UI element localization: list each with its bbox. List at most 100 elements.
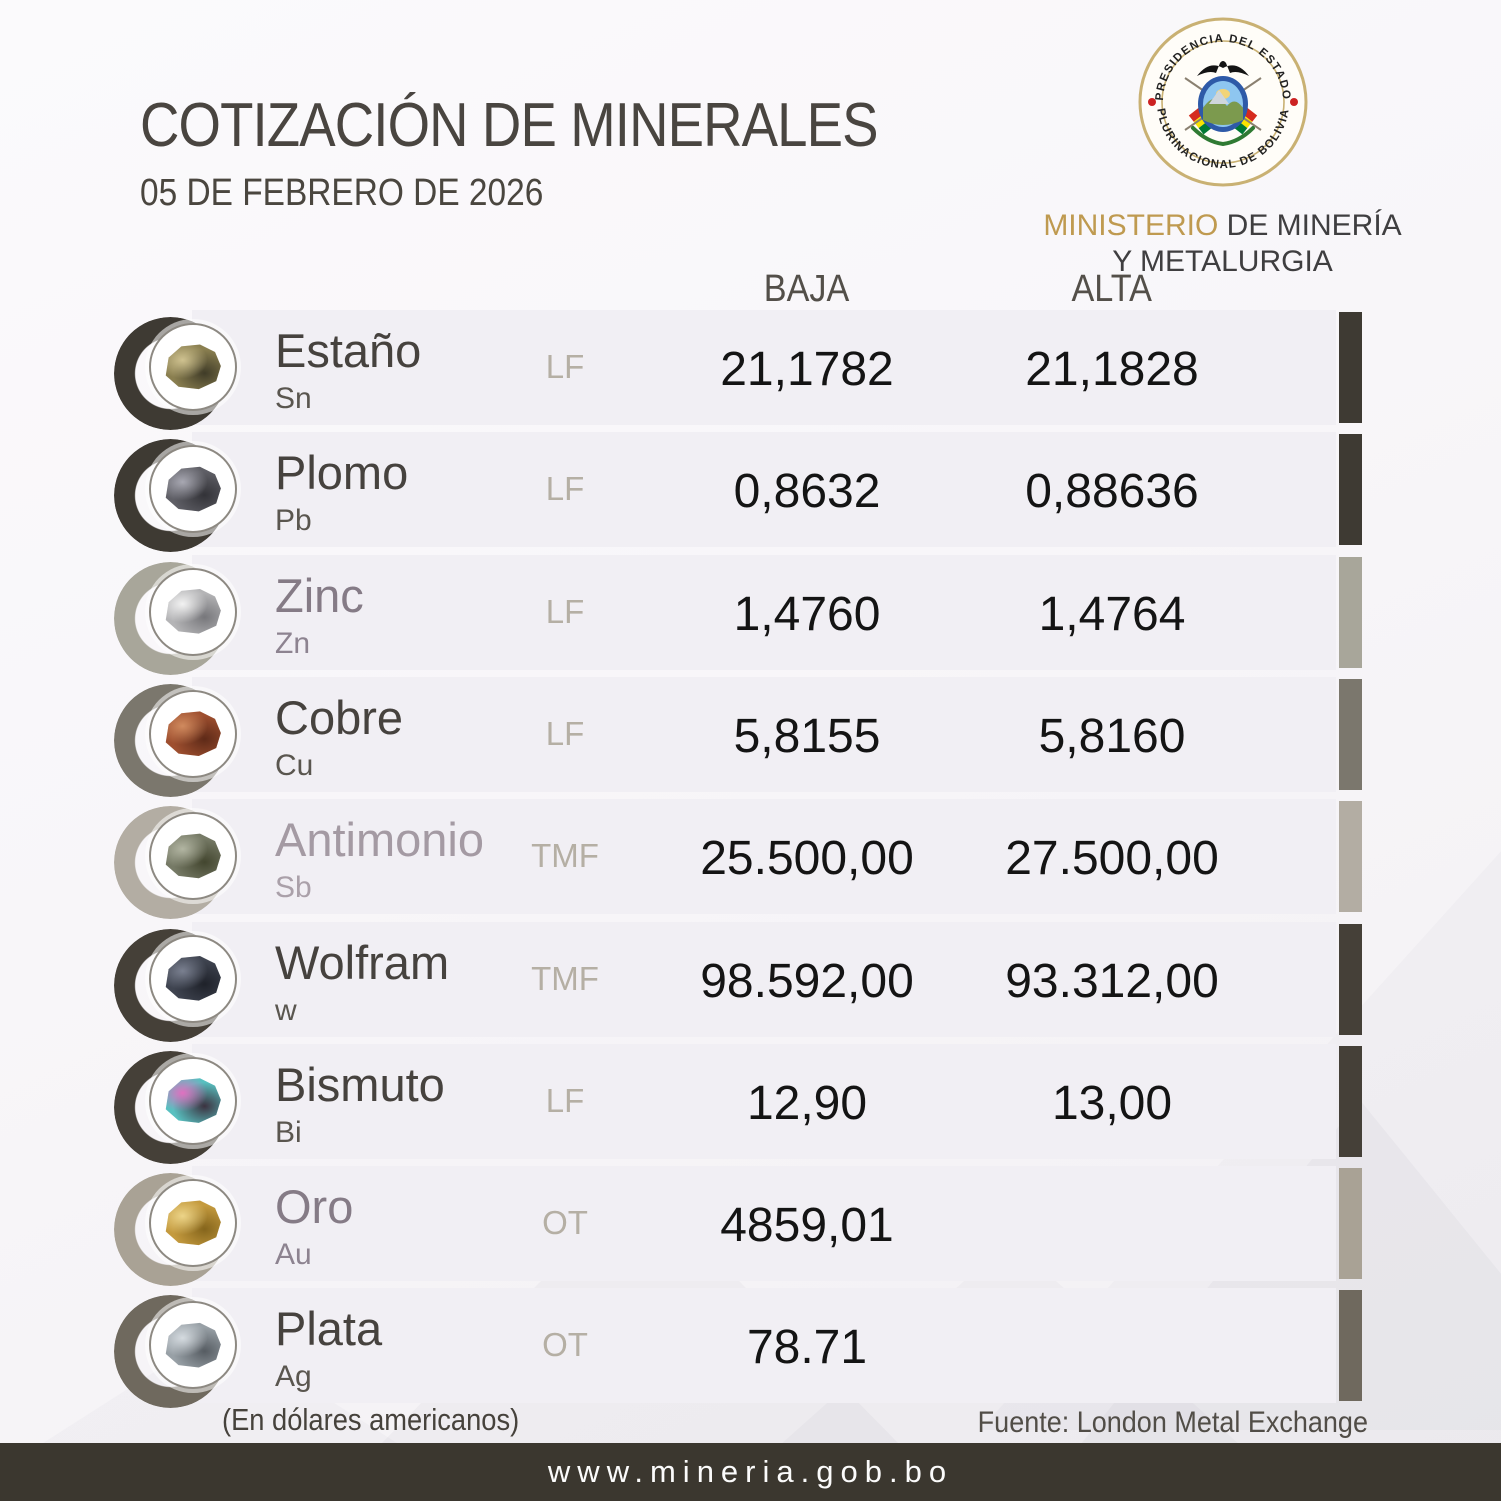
mineral-symbol: Bi [275,1115,302,1149]
unit-label: OT [542,1326,588,1364]
mineral-rock-icon [165,344,221,390]
row-card [192,1288,1336,1404]
page-date: 05 DE FEBRERO DE 2026 [140,172,544,214]
footer-bar: www.mineria.gob.bo [0,1443,1501,1501]
value-baja: 21,1782 [720,343,894,396]
mineral-name: Zinc [275,568,364,622]
mineral-row: Plata Ag OT 78.71 [0,1288,1501,1409]
mineral-name-block: Wolfram w [275,935,450,1028]
mineral-rock-icon [165,833,221,879]
value-alta: 1,4764 [1038,587,1186,641]
mineral-name: Bismuto [275,1057,445,1111]
row-card [192,676,1336,792]
mineral-photo [149,934,237,1023]
mineral-symbol: Ag [275,1360,312,1394]
row-card [192,1043,1336,1159]
unit-label: LF [545,470,585,508]
mineral-name: Cobre [275,690,404,744]
mineral-name-block: Cobre Cu [275,690,404,783]
bolivia-state-seal-icon: PRESIDENCIA DEL ESTADO PLURINACIONAL DE … [1137,16,1309,188]
value-baja: 4859,01 [720,1199,894,1253]
mineral-name: Plomo [275,446,409,500]
value-alta: 13,00 [1051,1076,1173,1130]
mineral-name-block: Plomo Pb [275,448,408,538]
value-baja: 78.71 [746,1321,868,1375]
value-alta: 5,8160 [1038,709,1186,763]
mineral-symbol: Sn [275,382,312,415]
mineral-row: Wolfram w TMF 98.592,00 93.312,00 [0,921,1501,1042]
mineral-name-block: Estaño Sn [275,326,421,416]
mineral-rock-icon [165,1078,221,1123]
unit-label: LF [545,592,585,630]
mineral-photo [149,1179,237,1268]
page-title: COTIZACIÓN DE MINERALES [140,91,879,160]
mineral-name: Wolfram [275,935,450,989]
value-baja: 0,8632 [733,465,881,519]
mineral-rock-icon [165,1200,221,1246]
mineral-row: Antimonio Sb TMF 25.500,00 27.500,00 [0,799,1501,920]
row-accent-bar [1339,678,1362,790]
mineral-rock-icon [165,589,221,634]
unit-label: TMF [531,837,599,875]
row-card [192,1166,1336,1282]
mineral-name: Plata [275,1302,383,1356]
column-header-alta: ALTA [1071,268,1153,310]
mineral-name-block: Antimonio Sb [275,815,484,905]
currency-note: (En dólares americanos) [222,1402,520,1437]
mineral-name: Oro [275,1180,354,1234]
mineral-row: Bismuto Bi LF 12,90 13,00 [0,1043,1501,1164]
value-baja: 5,8155 [733,709,881,763]
unit-label: LF [545,348,585,385]
value-baja: 12,90 [746,1076,868,1130]
row-accent-bar [1339,923,1362,1035]
row-accent-bar [1339,1290,1362,1402]
mineral-rock-icon [165,1322,221,1368]
mineral-photo [149,689,237,778]
mineral-symbol: w [275,993,297,1027]
row-accent-bar [1339,434,1362,546]
row-card [192,921,1336,1037]
mineral-row: Plomo Pb LF 0,8632 0,88636 [0,432,1501,553]
unit-label: OT [542,1204,588,1242]
mineral-symbol: Pb [275,504,312,538]
unit-label: LF [545,714,585,752]
row-accent-bar [1339,1168,1362,1280]
mineral-photo [149,323,237,411]
mineral-photo [149,1301,237,1390]
mineral-symbol: Zn [275,626,311,660]
column-header-baja: BAJA [764,268,850,310]
mineral-row: Oro Au OT 4859,01 [0,1166,1501,1287]
mineral-name-block: Bismuto Bi [275,1057,445,1150]
mineral-photo [149,567,237,656]
mineral-row: Estaño Sn LF 21,1782 21,1828 [0,310,1501,430]
value-alta: 0,88636 [1025,465,1199,519]
mineral-row: Cobre Cu LF 5,8155 5,8160 [0,676,1501,797]
mineral-photo [149,445,237,534]
mineral-name-block: Plata Ag [275,1304,382,1394]
ministry-rest-text: DE MINERÍA [1218,209,1402,242]
row-card [192,310,1336,425]
mineral-name-block: Zinc Zn [275,568,364,661]
mineral-name-block: Oro Au [275,1182,353,1272]
mineral-name: Antimonio [275,813,484,867]
mineral-photo [149,1056,237,1145]
ministry-accent-text: MINISTERIO [1043,209,1219,242]
row-accent-bar [1339,801,1362,913]
mineral-rock-icon [165,711,221,756]
row-accent-bar [1339,556,1362,668]
row-card [192,432,1336,548]
mineral-rock-icon [165,466,221,512]
mineral-row: Zinc Zn LF 1,4760 1,4764 [0,554,1501,675]
source-note: Fuente: London Metal Exchange [978,1406,1369,1439]
value-alta: 93.312,00 [1005,954,1219,1008]
value-alta: 21,1828 [1025,343,1199,396]
website-url: www.mineria.gob.bo [547,1454,954,1489]
unit-label: TMF [531,959,599,997]
value-baja: 1,4760 [733,587,881,641]
row-card [192,799,1336,915]
mineral-symbol: Cu [275,748,314,782]
mineral-symbol: Sb [275,871,312,905]
mineral-rock-icon [165,955,221,1001]
unit-label: LF [545,1081,585,1119]
value-baja: 98.592,00 [700,954,914,1008]
